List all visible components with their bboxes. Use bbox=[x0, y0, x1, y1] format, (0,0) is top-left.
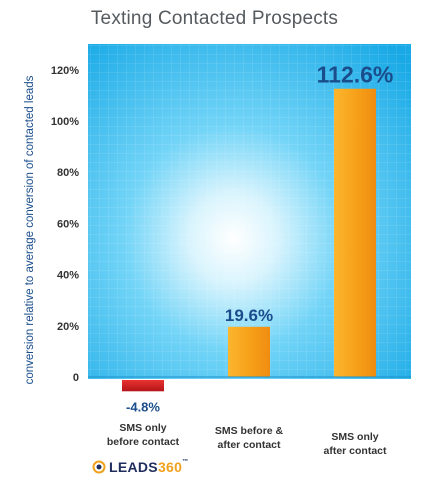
x-tick-label: SMS before & after contact bbox=[214, 425, 284, 451]
y-tick-label: 60% bbox=[57, 218, 79, 230]
x-tick-label: SMS only after contact bbox=[323, 431, 387, 457]
chart-title: Texting Contacted Prospects bbox=[90, 8, 339, 29]
bar bbox=[228, 326, 270, 377]
logo-trademark: ™ bbox=[182, 459, 189, 465]
logo-icon bbox=[92, 460, 106, 474]
y-tick-label: 80% bbox=[57, 167, 79, 179]
y-tick-label: 20% bbox=[57, 321, 79, 333]
logo-number: 360 bbox=[157, 459, 183, 475]
data-label: 112.6% bbox=[317, 62, 394, 88]
y-tick-label: 120% bbox=[51, 65, 79, 77]
y-tick-label: 40% bbox=[57, 270, 79, 282]
logo-text: LEADS360™ bbox=[109, 459, 189, 475]
bar bbox=[122, 380, 164, 392]
y-tick-label: 100% bbox=[51, 116, 79, 128]
data-label: -4.8% bbox=[126, 399, 160, 414]
x-tick-label: SMS only before contact bbox=[106, 422, 180, 448]
y-tick-label: 0 bbox=[73, 372, 79, 384]
leads360-logo: LEADS360™ bbox=[92, 459, 189, 475]
bar bbox=[334, 88, 376, 377]
data-label: 19.6% bbox=[225, 306, 273, 325]
logo-name: LEADS bbox=[109, 459, 158, 475]
